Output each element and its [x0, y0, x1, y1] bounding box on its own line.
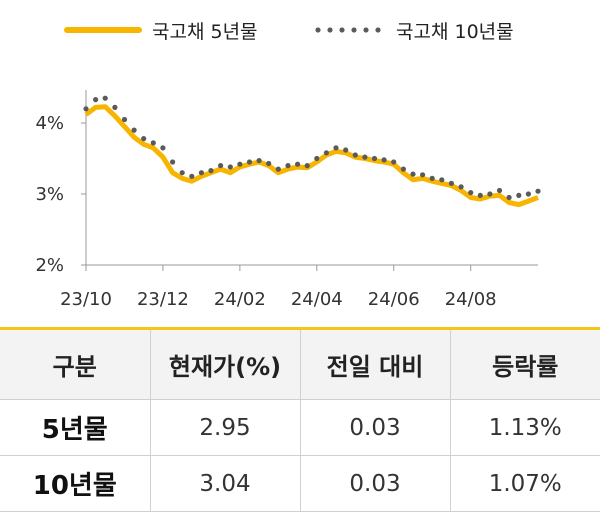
header-current: 현재가(%) [149, 327, 300, 400]
series-point-ten-year [102, 95, 108, 101]
header-rate: 등락률 [449, 327, 600, 400]
series-line-five-year [84, 104, 539, 208]
x-tick-label: 23/10 [60, 289, 112, 310]
series-point-ten-year [160, 145, 166, 151]
row-change: 0.03 [299, 455, 450, 512]
series-point-ten-year [448, 180, 454, 186]
series-point-ten-year [275, 166, 281, 172]
series-point-ten-year [381, 157, 387, 163]
y-axis-ticks: 4% 3% 2% [35, 113, 86, 276]
header-change: 전일 대비 [299, 327, 450, 400]
series-point-ten-year [477, 192, 483, 198]
chart-legend: 국고채 5년물 국고채 10년물 [0, 0, 600, 60]
x-tick-label: 24/06 [368, 289, 420, 310]
x-tick-label: 24/08 [445, 289, 497, 310]
series-point-ten-year [333, 145, 339, 151]
series-point-ten-year [496, 187, 503, 194]
legend-item-five-year: 국고채 5년물 [64, 16, 258, 44]
y-tick-label: 3% [35, 184, 64, 205]
row-change: 0.03 [299, 399, 450, 456]
series-point-ten-year [516, 192, 522, 198]
series-point-ten-year [256, 158, 262, 164]
legend-label-ten-year: 국고채 10년물 [396, 20, 514, 43]
row-rate: 1.13% [449, 399, 600, 456]
yield-table: 구분 현재가(%) 전일 대비 등락률 5년물 2.95 0.03 1.13% … [0, 327, 600, 512]
series-point-ten-year [112, 104, 118, 110]
series-point-ten-year [458, 184, 464, 190]
series-point-ten-year [198, 170, 204, 176]
series-point-ten-year [93, 97, 99, 103]
table-row: 10년물 3.04 0.03 1.07% [0, 455, 600, 512]
series-point-ten-year [218, 163, 224, 169]
series-point-ten-year [400, 166, 406, 172]
series-point-ten-year [323, 150, 329, 156]
series-layer [83, 95, 541, 208]
series-point-ten-year [487, 191, 493, 197]
y-tick-label: 4% [35, 113, 64, 134]
series-point-ten-year [285, 163, 291, 169]
series-point-ten-year [131, 127, 137, 133]
series-point-ten-year [525, 191, 532, 197]
series-point-ten-year [179, 170, 185, 176]
line-chart: 4% 3% 2% 23/10 23/12 24/02 24/04 24/06 24/08 [35, 90, 541, 310]
row-current: 2.95 [149, 399, 300, 456]
legend-line-swatch [64, 27, 142, 33]
row-rate: 1.07% [449, 455, 600, 512]
series-point-ten-year [410, 171, 416, 177]
series-point-ten-year [439, 177, 445, 183]
x-tick-label: 23/12 [137, 289, 189, 310]
series-point-ten-year [141, 136, 147, 142]
series-point-ten-year [420, 172, 426, 178]
legend-label-five-year: 국고채 5년물 [152, 20, 258, 43]
series-point-ten-year [208, 168, 214, 174]
table-header-row: 구분 현재가(%) 전일 대비 등락률 [0, 327, 600, 400]
row-label: 10년물 [0, 455, 150, 512]
series-point-ten-year [352, 152, 358, 158]
series-point-ten-year [170, 159, 176, 165]
series-point-ten-year [246, 159, 253, 165]
y-tick-label: 2% [35, 255, 64, 276]
series-point-ten-year [506, 194, 512, 201]
series-point-ten-year [314, 155, 320, 162]
series-point-ten-year [227, 164, 233, 170]
legend-item-ten-year: 국고채 10년물 [312, 16, 514, 44]
series-point-ten-year [266, 160, 272, 167]
series-point-ten-year [121, 116, 128, 123]
series-point-ten-year [362, 154, 368, 160]
series-point-ten-year [343, 147, 349, 153]
row-current: 3.04 [149, 455, 300, 512]
series-point-ten-year [468, 190, 474, 196]
x-tick-label: 24/04 [291, 289, 343, 310]
series-point-ten-year [150, 140, 156, 146]
series-point-ten-year [371, 155, 378, 162]
header-category: 구분 [0, 327, 150, 400]
row-label: 5년물 [0, 399, 150, 456]
series-point-ten-year [237, 161, 243, 167]
series-point-ten-year [535, 188, 541, 194]
legend-dots-swatch [312, 27, 384, 33]
yield-table-wrapper: 구분 현재가(%) 전일 대비 등락률 5년물 2.95 0.03 1.13% … [0, 327, 600, 512]
series-point-ten-year [429, 175, 435, 181]
series-point-ten-year [295, 161, 301, 167]
series-point-ten-year [83, 106, 89, 112]
series-point-ten-year [391, 159, 397, 165]
series-point-ten-year [189, 173, 195, 179]
x-axis-ticks: 23/10 23/12 24/02 24/04 24/06 24/08 [60, 265, 497, 310]
table-row: 5년물 2.95 0.03 1.13% [0, 399, 600, 456]
series-point-ten-year [304, 163, 310, 169]
x-tick-label: 24/02 [214, 289, 266, 310]
